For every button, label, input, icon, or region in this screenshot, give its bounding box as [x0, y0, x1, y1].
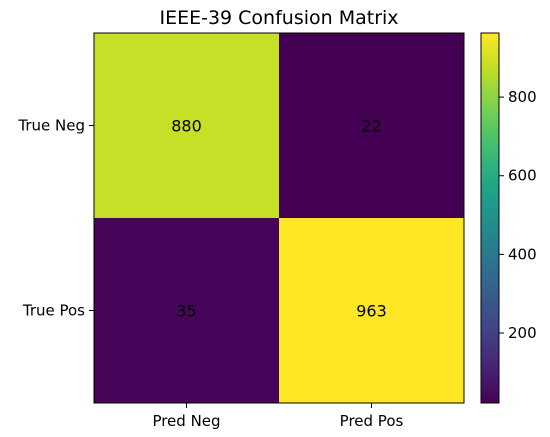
chart-title: IEEE-39 Confusion Matrix	[159, 7, 398, 29]
colorbar-tick-label: 400	[508, 245, 537, 263]
colorbar-tick-label: 600	[508, 167, 537, 185]
x-tick-label: Pred Pos	[340, 412, 404, 430]
cell-value-label: 880	[171, 117, 202, 136]
y-axis: True Neg True Pos	[17, 117, 94, 320]
heatmap-cells	[94, 33, 464, 403]
colorbar-tick-label: 800	[508, 88, 537, 106]
colorbar-axis: 200 400 600 800	[499, 88, 537, 342]
heatmap-cell	[94, 218, 279, 403]
plot-frame	[93, 32, 465, 404]
y-tick-label: True Pos	[22, 302, 85, 320]
x-axis: Pred Neg Pred Pos	[152, 403, 404, 430]
cell-value-label: 22	[361, 117, 381, 136]
cell-value-label: 35	[176, 302, 196, 321]
cell-value-label: 963	[356, 302, 387, 321]
colorbar	[480, 32, 500, 404]
heatmap-cell	[279, 218, 464, 403]
heatmap-cell	[94, 33, 279, 218]
heatmap-cell-labels: 880 22 35 963	[171, 117, 387, 321]
heatmap-cell	[279, 33, 464, 218]
x-tick-label: Pred Neg	[152, 412, 220, 430]
colorbar-tick-label: 200	[508, 324, 537, 342]
y-tick-label: True Neg	[17, 117, 85, 135]
